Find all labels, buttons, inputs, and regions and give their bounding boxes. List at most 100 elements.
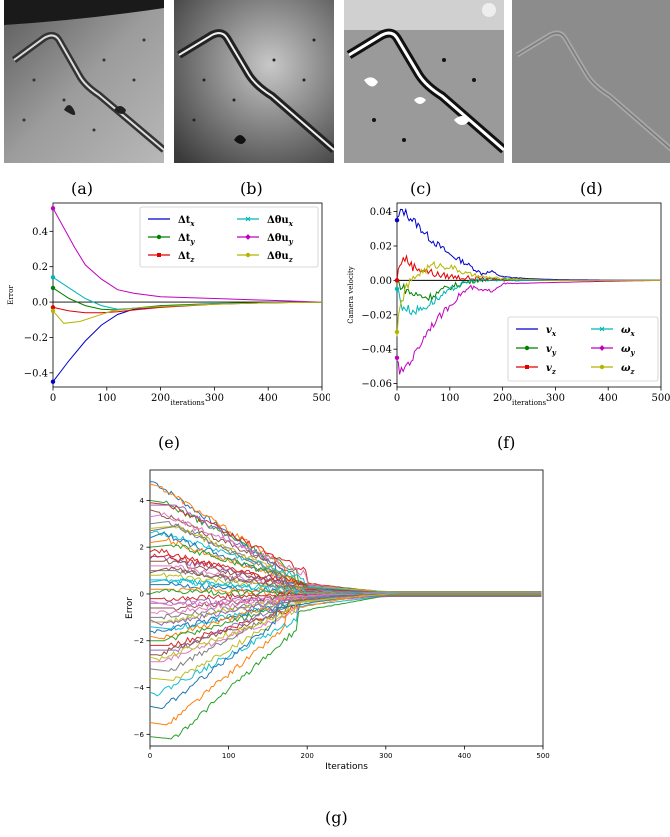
plot-frame [396,202,662,388]
error-series-39 [149,594,542,697]
photo-a [4,0,164,163]
series-start-marker-4 [394,355,400,360]
legend-label-main: ω [621,363,631,374]
y-axis-label: Error [7,285,15,305]
legend-label-main: Δt [178,233,191,244]
legend-label-sub: y [630,348,636,357]
series-start-marker-1 [50,285,56,291]
legend-label-sub: z [189,255,195,264]
legend-label: Δθux [267,215,294,228]
x-tick-label: 200 [151,393,170,404]
legend-label-sub: z [288,255,294,264]
legend-label: ωz [621,363,636,376]
photo-d [512,0,670,163]
legend-label-main: Δt [178,215,191,226]
legend-label: ωx [621,325,636,338]
y-tick-label: −4 [134,684,145,692]
error-series-35 [150,592,542,656]
y-tick-label: −0.04 [361,345,392,356]
legend-label: ωy [621,344,636,357]
series-line-5 [52,301,323,324]
legend-marker [525,365,529,369]
x-tick-label: 500 [536,752,549,760]
x-tick-label: 0 [394,393,400,404]
x-tick-label: 100 [440,393,459,404]
series-start-marker-3 [50,275,56,280]
y-axis-label: Error [125,597,135,619]
photo-b [174,0,334,163]
y-tick-label: −0.2 [24,333,48,344]
series-start-marker-2 [394,278,400,283]
x-tick-label: 300 [546,393,565,404]
series-line-0 [396,207,661,281]
legend-label: Δtz [178,251,195,264]
x-axis-label: iterations [170,399,204,407]
legend-marker [524,345,530,351]
legend-marker [599,364,605,370]
x-tick-label: 200 [493,393,512,404]
series-start-marker-5 [394,329,400,335]
y-tick-label: 4 [140,497,145,505]
x-tick-label: 100 [97,393,116,404]
legend-label-sub: x [630,329,636,338]
plot-frame [52,202,323,388]
legend-label-main: v [546,325,552,336]
y-tick-label: 0.0 [32,298,48,309]
series-line-4 [396,279,661,375]
error-series-41 [149,591,542,726]
chart-f: 0 100 200 300 400 500 0.04 0.02 0.00 −0.02 −0.04 −0… [347,202,670,407]
legend-label-sub: z [551,367,557,376]
legend-label-sub: y [189,237,195,246]
legend-marker [245,216,251,222]
legend-label-main: v [546,344,552,355]
chart-e: 0 100 200 300 400 500 0.4 0.2 0.0 −0.2 −0.4 iterati… [7,202,330,407]
legend-label-sub: y [551,348,557,357]
x-tick-label: 400 [259,393,278,404]
y-tick-label: −0.06 [361,379,392,390]
plot-frame [149,469,544,747]
x-tick-label: 300 [205,393,224,404]
legend-label-sub: x [288,219,294,228]
error-series-7 [149,520,542,594]
series-start-marker-5 [50,308,56,314]
series-start-marker-0 [50,379,56,384]
error-series-48 [149,593,542,662]
series-line-4 [52,208,323,303]
legend-marker [599,326,605,332]
x-axis-label: Iterations [325,762,368,772]
legend-label-main: ω [621,325,631,336]
legend-box [139,206,319,268]
y-axis-label: Camera velocity [347,266,355,324]
chart-g: 0 100 200 300 400 500 4 2 0 −2 −4 −6 Iterations Error [125,469,550,772]
series-start-marker-2 [50,305,56,310]
legend-label: Δθuy [267,233,294,246]
series-start-marker-4 [50,206,56,211]
legend-label: Δθuz [267,251,294,264]
error-series-4 [150,504,542,595]
legend-marker [245,252,251,258]
legend-label: vx [546,325,557,338]
error-series-42 [149,594,542,740]
legend-label-main: Δθu [267,251,289,262]
legend-box [507,316,659,382]
legend-label-main: v [546,363,552,374]
series-line-1 [52,287,323,311]
error-series-12 [149,544,542,595]
legend-label: vz [546,363,557,376]
y-tick-label: 0.04 [370,207,392,218]
legend-label-sub: z [630,367,636,376]
caption-c: (c) [410,179,432,198]
legend-marker [156,234,162,240]
error-series-1 [149,483,542,595]
y-tick-label: −0.02 [361,310,392,321]
caption-b: (b) [240,179,263,198]
caption-a: (a) [71,179,94,198]
error-series-49 [149,577,542,594]
x-tick-label: 400 [599,393,618,404]
x-tick-label: 400 [458,752,471,760]
error-series-31 [149,594,542,640]
series-start-marker-3 [394,286,400,292]
legend-label-main: Δθu [267,215,289,226]
legend-marker [599,345,605,351]
error-series-43 [149,553,542,594]
